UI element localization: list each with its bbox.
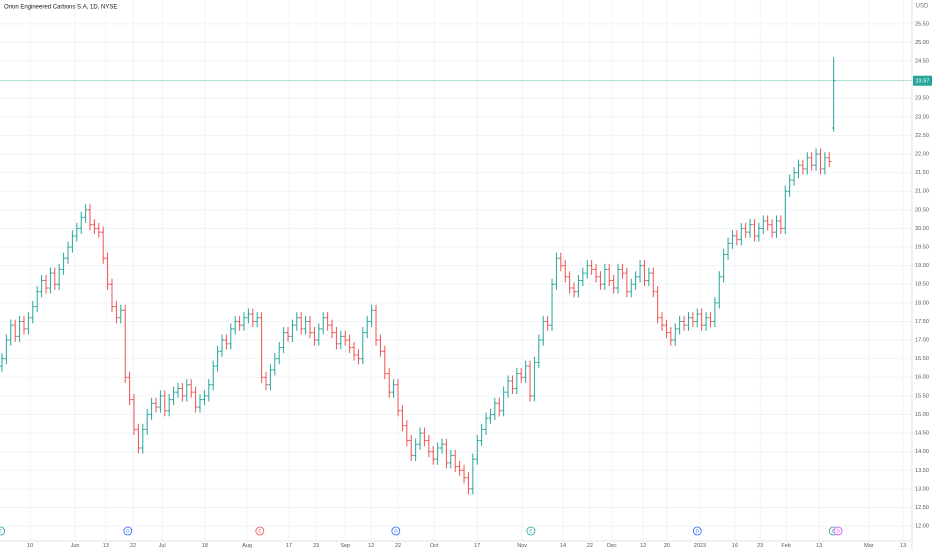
x-tick-label: 13 [103,543,109,549]
x-tick-label: Jul [159,543,166,549]
y-tick-label: 24.50 [915,58,929,64]
y-tick-label: 15.50 [915,393,929,399]
y-tick-label: 25.00 [915,40,929,46]
event-marker[interactable] [255,526,265,536]
y-tick-label: 22.50 [915,133,929,139]
currency-label: USD [916,4,929,10]
event-marker[interactable] [692,526,702,536]
x-tick-label: 23 [313,543,319,549]
y-tick-label: 16.50 [915,356,929,362]
event-label: D [836,529,840,534]
x-tick-label: Feb [781,543,790,549]
event-marker[interactable] [526,526,536,536]
y-tick-label: 23.00 [915,114,929,120]
event-marker[interactable] [391,526,401,536]
y-tick-label: 18.00 [915,300,929,306]
x-tick-label: 22 [395,543,401,549]
event-label: E [832,529,835,534]
x-tick-label: 13 [900,543,906,549]
chart-title: Orion Engineered Carbons S.A, 1D, NYSE [4,5,117,11]
x-tick-label: Nov [517,543,527,549]
y-tick-label: 23.50 [915,96,929,102]
x-tick-label: Aug [242,543,252,549]
y-tick-label: 18.50 [915,282,929,288]
x-tick-label: 2023 [694,543,706,549]
x-tick-label: Dec [607,543,617,549]
x-tick-label: Sep [340,543,350,549]
x-tick-label: 12 [640,543,646,549]
x-tick-label: 13 [816,543,822,549]
event-label: D [696,529,700,534]
x-tick-label: 17 [286,543,292,549]
y-tick-label: 14.00 [915,449,929,455]
x-tick-label: 20 [664,543,670,549]
x-tick-label: 22 [130,543,136,549]
y-tick-label: 13.50 [915,468,929,474]
y-tick-label: 17.00 [915,338,929,344]
y-tick-label: 12.50 [915,505,929,511]
y-tick-label: 13.00 [915,486,929,492]
y-tick-label: 17.50 [915,319,929,325]
y-tick-label: 14.50 [915,431,929,437]
event-label: D [126,529,130,534]
y-tick-label: 19.00 [915,263,929,269]
y-tick-label: 15.00 [915,412,929,418]
y-tick-label: 19.50 [915,245,929,251]
y-tick-label: 22.00 [915,151,929,157]
y-tick-label: 16.00 [915,375,929,381]
event-label: E [258,529,261,534]
grid [0,0,912,541]
last-price-label: 23.97 [916,78,930,84]
x-tick-label: 22 [587,543,593,549]
x-tick-label: Mar [864,543,874,549]
x-tick-label: 10 [27,543,33,549]
x-tick-label: 12 [368,543,374,549]
event-marker[interactable] [833,526,843,536]
y-tick-label: 21.50 [915,170,929,176]
y-tick-label: 12.00 [915,524,929,530]
price-bars [0,57,836,495]
x-tick-label: Jun [71,543,80,549]
last-price-box [913,75,932,86]
x-tick-label: 14 [560,543,566,549]
x-tick-label: Oct [430,543,439,549]
event-label: D [394,529,398,534]
y-tick-label: 20.00 [915,226,929,232]
y-tick-label: 25.50 [915,21,929,27]
x-tick-label: 17 [474,543,480,549]
x-tick-label: 16 [732,543,738,549]
event-marker[interactable] [0,526,6,536]
y-tick-label: 21.00 [915,189,929,195]
event-marker[interactable] [123,526,133,536]
x-tick-label: 23 [757,543,763,549]
event-label: E [529,529,532,534]
event-label: E [0,529,2,534]
x-tick-label: 18 [202,543,208,549]
y-tick-label: 20.50 [915,207,929,213]
